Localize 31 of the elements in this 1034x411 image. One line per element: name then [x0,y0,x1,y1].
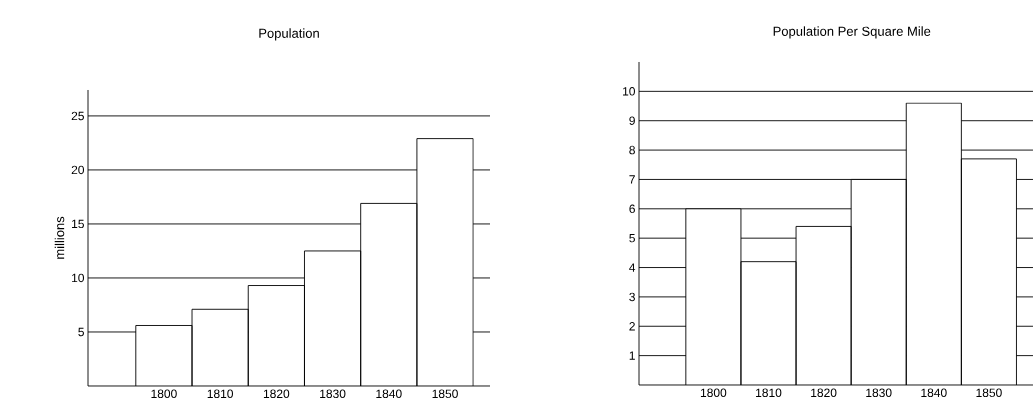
x-tick-label: 1850 [432,389,458,399]
x-tick-label: 1830 [866,388,892,398]
y-tick-label: 15 [72,219,84,229]
y-tick-label: 10 [623,87,636,96]
y-axis-title: millions [54,216,65,259]
y-tick-label: 1 [629,351,635,360]
x-tick-label: 1840 [921,388,947,398]
bar [685,208,742,385]
x-tick-label: 1820 [811,388,837,398]
chart-title: Population Per Square Mile [773,26,931,39]
y-tick-label: 5 [78,327,84,337]
x-tick-label: 1800 [700,388,727,398]
y-tick-label: 25 [71,111,84,121]
y-tick-label: 4 [629,263,636,272]
x-tick-label: 1850 [976,388,1002,398]
y-tick-label: 2 [629,322,635,331]
x-tick-label: 1810 [207,389,234,399]
x-tick-label: 1820 [263,389,290,399]
y-tick-label: 10 [72,273,85,283]
x-tick-label: 1840 [376,389,402,399]
y-tick-label: 3 [629,292,635,302]
y-tick-label: 20 [71,165,85,175]
x-tick-label: 1830 [320,389,346,399]
y-tick-label: 6 [629,204,635,214]
x-tick-label: 1800 [151,389,177,399]
x-tick-label: 1810 [756,388,782,398]
y-tick-label: 7 [629,175,635,184]
y-tick-label: 8 [629,145,635,155]
chart-title: Population [259,28,319,41]
y-tick-label: 9 [629,116,635,125]
y-tick-label: 5 [629,233,635,243]
